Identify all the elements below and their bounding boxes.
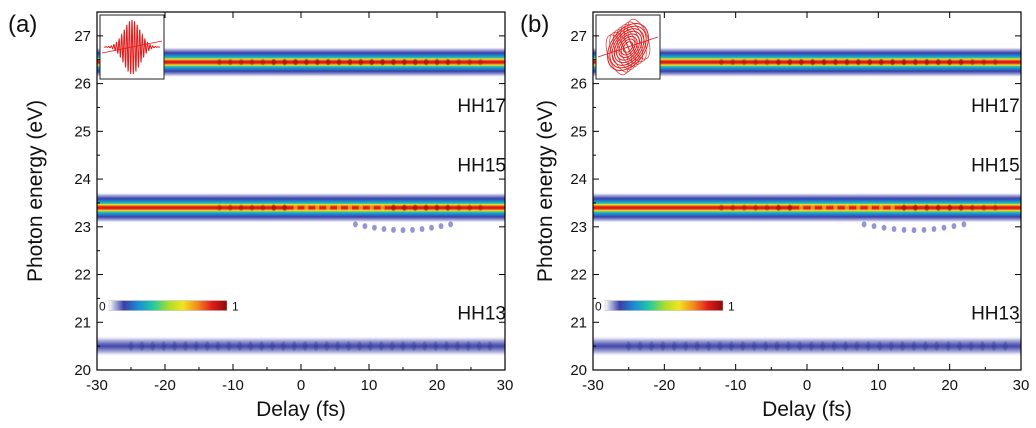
x-tick-label: -10 bbox=[725, 377, 747, 394]
band-hh17 bbox=[97, 46, 505, 78]
x-tick-label: 20 bbox=[941, 377, 958, 394]
x-tick-label: 0 bbox=[297, 377, 305, 394]
harmonic-label-hh17: HH17 bbox=[457, 96, 506, 117]
band-hh13 bbox=[593, 335, 1021, 357]
y-tick-label: 25 bbox=[74, 123, 91, 140]
y-tick-label: 22 bbox=[570, 267, 587, 284]
x-tick-label: -30 bbox=[86, 377, 108, 394]
linear-pulse-icon bbox=[99, 14, 165, 80]
y-tick-label: 24 bbox=[570, 171, 587, 188]
y-tick-label: 26 bbox=[570, 76, 587, 93]
harmonic-label-hh15: HH15 bbox=[457, 156, 506, 177]
x-tick-label: 30 bbox=[1013, 377, 1030, 394]
y-tick-label: 23 bbox=[74, 219, 91, 236]
y-tick-label: 22 bbox=[74, 267, 91, 284]
x-tick-label: -20 bbox=[653, 377, 675, 394]
y-axis-title: Photon energy (eV) bbox=[534, 100, 557, 282]
panel-tag: (b) bbox=[520, 11, 549, 38]
harmonic-label-hh17: HH17 bbox=[971, 96, 1020, 117]
colorbar-max-label: 1 bbox=[728, 300, 735, 314]
y-tick-label: 21 bbox=[74, 314, 91, 331]
x-axis-title: Delay (fs) bbox=[256, 398, 346, 421]
y-tick-label: 27 bbox=[74, 28, 91, 45]
y-tick-label: 25 bbox=[570, 123, 587, 140]
x-tick-label: 10 bbox=[361, 377, 378, 394]
colorbar-min-label: 0 bbox=[99, 300, 106, 314]
y-tick-label: 23 bbox=[570, 219, 587, 236]
y-tick-label: 26 bbox=[74, 76, 91, 93]
y-tick-label: 27 bbox=[570, 28, 587, 45]
colorbar-min-label: 0 bbox=[595, 300, 602, 314]
colorbar-max-label: 1 bbox=[232, 300, 239, 314]
y-tick-label: 21 bbox=[570, 314, 587, 331]
hh15-split-feature bbox=[861, 221, 967, 234]
x-tick-label: 30 bbox=[497, 377, 514, 394]
elliptical-pulse-icon bbox=[595, 14, 661, 80]
band-hh15 bbox=[593, 192, 1021, 223]
y-tick-label: 20 bbox=[74, 362, 91, 379]
y-tick-label: 24 bbox=[74, 171, 91, 188]
harmonic-label-hh13: HH13 bbox=[971, 304, 1020, 325]
x-tick-label: -20 bbox=[154, 377, 176, 394]
harmonic-label-hh15: HH15 bbox=[971, 156, 1020, 177]
x-axis-title: Delay (fs) bbox=[762, 398, 852, 421]
x-tick-label: 20 bbox=[429, 377, 446, 394]
x-tick-label: -30 bbox=[582, 377, 604, 394]
x-tick-label: 10 bbox=[870, 377, 887, 394]
y-axis-title: Photon energy (eV) bbox=[24, 100, 47, 282]
panel-tag: (a) bbox=[8, 11, 37, 38]
harmonic-label-hh13: HH13 bbox=[457, 304, 506, 325]
band-hh13 bbox=[97, 335, 505, 357]
x-tick-label: 0 bbox=[803, 377, 811, 394]
band-hh15 bbox=[97, 192, 505, 223]
hh15-split-feature bbox=[353, 221, 453, 234]
band-hh17 bbox=[593, 46, 1021, 78]
x-tick-label: -10 bbox=[222, 377, 244, 394]
y-tick-label: 20 bbox=[570, 362, 587, 379]
